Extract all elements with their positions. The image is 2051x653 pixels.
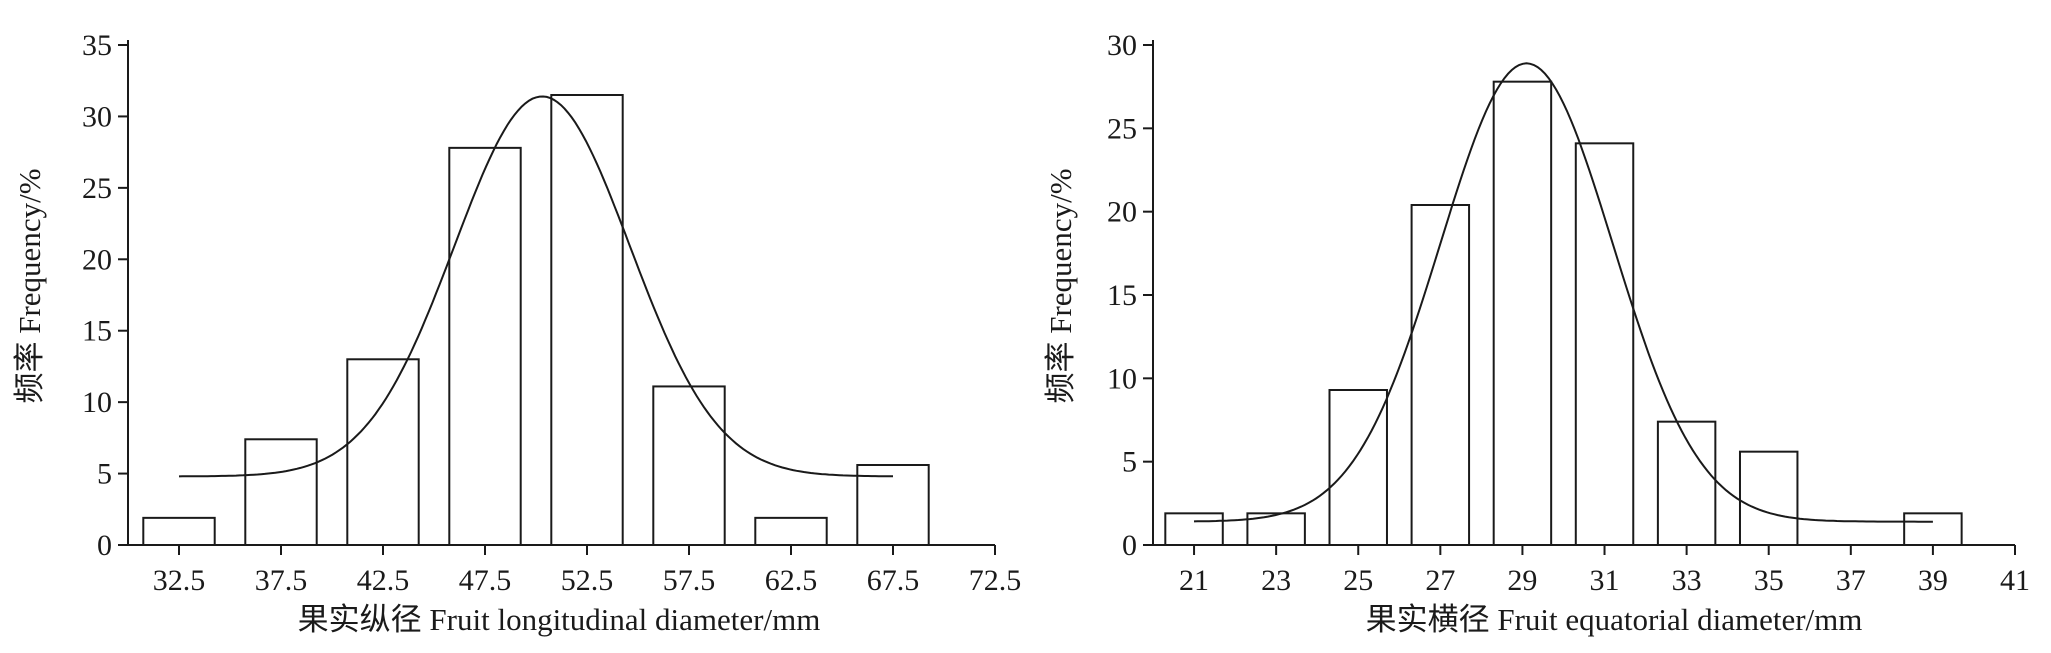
y-tick-label-6: 30 [1107,29,1137,62]
y-tick-label-4: 20 [1107,196,1137,229]
y-tick-label-7: 35 [82,29,112,62]
y-tick-label-5: 25 [1107,112,1137,145]
y-tick-label-2: 10 [1107,362,1137,395]
histogram-bar-0 [142,516,216,546]
y-tick-label-0: 0 [97,529,112,562]
x-tick-label-3: 27 [1425,564,1455,597]
x-tick-label-5: 31 [1590,564,1620,597]
histogram-bar-2 [346,358,420,546]
histogram-bar-6 [1656,420,1717,546]
histogram-bar-0 [1164,512,1224,546]
x-tick-label-1: 37.5 [255,564,308,597]
x-tick-label-6: 33 [1672,564,1702,597]
y-tick-label-1: 5 [97,458,112,491]
x-tick-label-6: 62.5 [765,564,818,597]
x-tick-label-7: 67.5 [867,564,920,597]
histogram-bar-7 [856,464,930,546]
normal-fit-curve [1193,62,1933,523]
histogram-bar-6 [754,516,828,546]
x-tick-label-0: 21 [1179,564,1209,597]
x-tick-label-8: 72.5 [969,564,1022,597]
y-tick-label-1: 5 [1122,446,1137,479]
histogram-bar-8 [1903,512,1963,546]
y-tick-label-2: 10 [82,386,112,419]
y-tick-label-4: 20 [82,243,112,276]
x-tick-label-2: 42.5 [357,564,410,597]
y-tick-label-5: 25 [82,172,112,205]
x-tick-label-7: 35 [1754,564,1784,597]
x-tick-label-3: 47.5 [459,564,512,597]
equatorial-diameter-chart: 频率 Frequency/% 果实横径 Fruit equatorial dia… [1043,29,2030,637]
x-axis-title: 果实纵径 Fruit longitudinal diameter/mm [298,602,821,637]
normal-fit-curve [178,95,893,478]
longitudinal-diameter-chart: 频率 Frequency/% 果实纵径 Fruit longitudinal d… [12,29,1021,637]
y-tick-label-0: 0 [1122,529,1137,562]
x-tick-label-5: 57.5 [663,564,716,597]
x-tick-label-8: 37 [1836,564,1866,597]
x-tick-label-4: 52.5 [561,564,614,597]
y-axis-title: 频率 Frequency/% [12,168,47,403]
histogram-bar-5 [1574,142,1635,546]
x-tick-label-9: 39 [1918,564,1948,597]
histogram-bar-1 [244,438,318,546]
x-axis-title: 果实横径 Fruit equatorial diameter/mm [1366,602,1863,637]
x-tick-label-0: 32.5 [153,564,206,597]
y-axis-title: 频率 Frequency/% [1043,168,1078,403]
histogram-bar-2 [1328,389,1388,546]
histogram-bar-4 [550,94,624,546]
x-tick-label-1: 23 [1261,564,1291,597]
y-tick-label-3: 15 [82,315,112,348]
y-tick-label-3: 15 [1107,279,1137,312]
histogram-bar-4 [1492,80,1553,547]
x-tick-label-10: 41 [2000,564,2030,597]
histogram-bar-3 [448,146,522,546]
x-tick-label-4: 29 [1507,564,1537,597]
x-tick-label-2: 25 [1343,564,1373,597]
histogram-bar-5 [652,385,726,546]
histogram-bar-7 [1738,450,1799,546]
histogram-bar-3 [1410,204,1471,546]
y-tick-label-6: 30 [82,100,112,133]
